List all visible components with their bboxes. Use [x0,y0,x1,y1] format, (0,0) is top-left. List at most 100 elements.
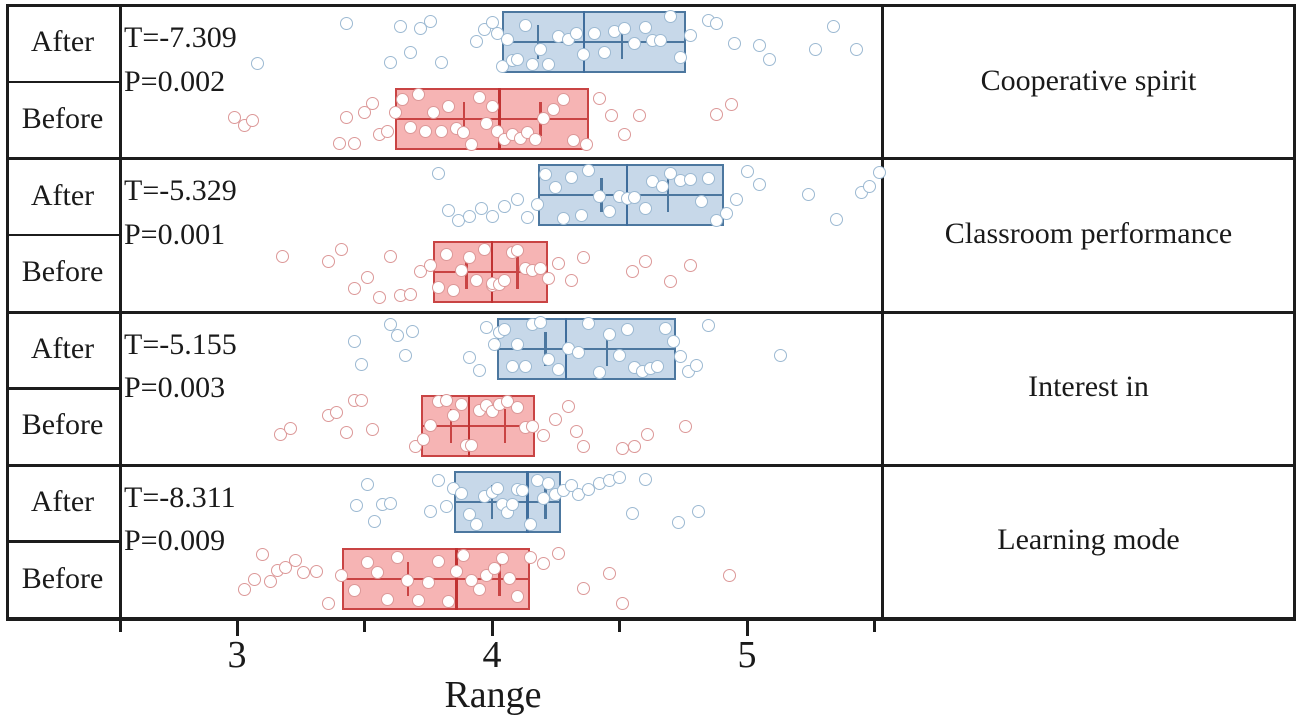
data-point-before [431,281,445,295]
data-point-after [587,27,601,41]
data-point-after [597,45,611,59]
data-point-after [434,55,448,69]
data-point-after [674,350,688,364]
panel-separator [6,157,1296,161]
data-point-before [454,397,468,411]
data-point-before [498,273,512,287]
row-label-cell-after: After [6,157,119,234]
data-point-before [641,427,655,441]
x-axis-minor-tick [119,621,122,632]
data-point-before [511,243,524,257]
whisker-cap-before [516,255,519,290]
data-point-before [533,262,547,276]
category-cell: Cooperative spirit [881,4,1296,157]
data-point-after [511,53,524,67]
data-point-after [709,16,723,30]
data-point-before [638,255,652,269]
data-point-before [227,110,241,124]
data-point-after [572,345,586,359]
data-point-after [439,500,453,514]
data-point-before [380,125,394,139]
data-point-before [546,102,560,116]
data-point-before [615,596,629,610]
row-label-cell-after: After [6,464,119,541]
data-point-after [709,214,723,228]
data-point-before [360,270,374,284]
data-point-before [528,133,542,147]
data-point-after [347,335,361,349]
row-label-cell-after: After [6,311,119,388]
data-point-before [439,393,453,407]
data-point-before [541,272,555,286]
data-point-after [549,180,563,194]
data-point-after [613,471,626,485]
data-point-after [533,316,547,330]
data-point-after [556,212,570,226]
data-point-after [664,166,677,180]
data-point-before [388,105,402,119]
data-point-after [653,34,667,48]
data-point-after [671,516,685,530]
data-point-after [773,349,787,363]
x-axis-minor-tick [363,621,366,632]
data-point-before [709,107,723,121]
x-axis-tick-label: 3 [227,634,247,676]
data-point-after [763,53,777,67]
data-point-after [541,57,555,71]
data-point-after [505,497,519,511]
row-label-separator [6,80,119,84]
data-point-before [360,556,374,570]
data-point-after [360,477,374,491]
data-point-before [245,114,259,128]
data-point-before [434,125,448,139]
data-point-after [521,210,535,224]
data-point-before [431,554,445,568]
whisker-midline-before [433,271,549,274]
data-point-before [679,420,693,434]
whisker-midline-before [420,424,536,427]
data-point-after [664,10,677,24]
row-label-cell-before: Before [6,540,119,617]
data-point-before [457,549,471,563]
stats-t-value: T=-7.309 [124,21,237,54]
data-point-after [368,514,382,528]
data-point-before [579,138,593,152]
row-label-after: After [30,178,95,212]
data-point-after [431,473,445,487]
whisker-cap-before [498,561,501,596]
data-point-after [355,358,369,372]
data-point-after [495,60,509,74]
data-point-before [447,408,461,422]
data-point-after [602,327,616,341]
data-point-before [309,564,323,578]
data-point-after [511,193,524,207]
data-point-after [431,166,445,180]
data-point-after [753,178,767,192]
data-point-after [541,352,555,366]
row-label-separator [6,387,119,390]
data-point-after [620,322,634,336]
data-point-before [426,105,440,119]
data-point-before [284,422,298,436]
data-point-before [454,263,468,277]
data-point-before [577,440,591,454]
data-point-before [347,282,361,296]
stats-p-value: P=0.009 [124,524,226,558]
whisker-cap-after [490,484,494,519]
data-point-after [564,171,578,185]
data-point-after [383,317,397,331]
category-cell: Classroom performance [881,157,1296,310]
data-point-before [442,100,456,113]
data-point-before [551,256,565,270]
whisker-cap-after [620,25,624,59]
data-point-before [414,265,428,279]
whisker-cap-after [605,331,608,366]
row-label-cell-after: After [6,4,119,81]
data-point-before [664,274,677,288]
data-point-after [638,21,652,35]
data-point-before [602,567,616,581]
row-label-separator [6,540,119,543]
data-point-before [403,287,417,301]
x-axis-minor-tick [873,621,876,632]
data-point-after [250,57,264,71]
